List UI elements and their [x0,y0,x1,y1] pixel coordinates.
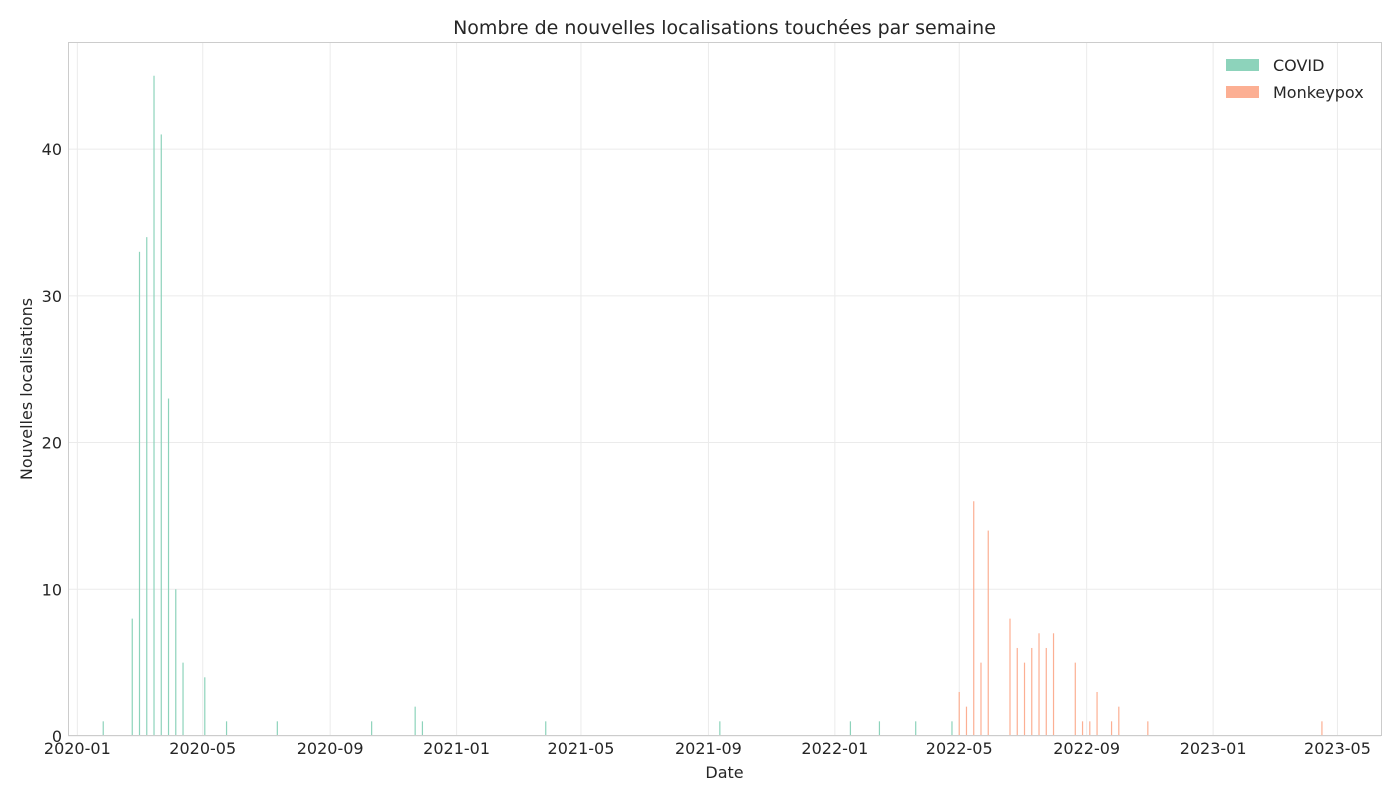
bar-monkeypox [980,662,982,736]
x-tick-label: 2021-05 [548,739,615,758]
y-tick-label: 30 [42,287,62,306]
bar-monkeypox [1147,721,1149,736]
bar-covid [878,721,881,736]
bar-covid [421,721,424,736]
y-tick-label: 10 [42,580,62,599]
legend: COVID Monkeypox [1226,56,1364,102]
bar-covid [175,589,177,736]
bar-monkeypox [1031,647,1033,736]
y-tick-label: 40 [42,140,62,159]
bar-covid [371,721,373,736]
gridlines [68,42,1381,737]
bar-monkeypox [1052,633,1055,736]
chart-title: Nombre de nouvelles localisations touché… [453,17,996,39]
bar-monkeypox [1074,662,1076,736]
x-tick-label: 2022-09 [1053,739,1120,758]
x-tick-label: 2020-09 [297,739,364,758]
bar-monkeypox [1096,691,1098,736]
bar-monkeypox [973,501,975,736]
x-axis-ticks: 2020-01 2020-05 2020-09 2021-01 2021-05 2021-… [44,739,1371,758]
bar-monkeypox [1118,706,1120,736]
bar-monkeypox [1110,721,1113,736]
legend-label-monkeypox: Monkeypox [1273,83,1364,102]
x-tick-label: 2020-01 [44,739,111,758]
plot-frame [68,42,1382,736]
bar-covid [131,618,133,736]
y-axis-ticks: 0 10 20 30 40 [42,140,62,746]
x-tick-label: 2021-01 [423,739,490,758]
bar-covid [276,721,278,736]
bar-covid [138,251,141,736]
bar-covid [204,677,206,736]
bar-covid [225,721,228,736]
bar-monkeypox [958,691,960,736]
bar-covid [167,398,170,736]
bar-covid [153,75,155,737]
bar-monkeypox [1081,721,1084,736]
legend-swatch-monkeypox [1226,86,1259,98]
bar-covid [951,721,953,736]
bar-monkeypox [1045,647,1047,736]
legend-label-covid: COVID [1273,56,1324,75]
bar-covid [146,237,148,736]
x-tick-label: 2021-09 [675,739,742,758]
x-axis-label: Date [705,763,743,782]
bar-covid [414,706,416,736]
bar-covid [102,721,104,736]
bar-monkeypox [1009,618,1011,736]
bar-monkeypox [1023,662,1026,736]
bar-covid [160,134,162,736]
bar-covid [182,662,184,736]
bar-covid [719,721,721,736]
y-tick-label: 0 [52,727,62,746]
bar-monkeypox [1089,721,1091,736]
y-tick-label: 20 [42,434,62,453]
bars [102,75,1323,737]
x-tick-label: 2023-01 [1180,739,1247,758]
y-axis-label: Nouvelles localisations [17,298,36,480]
bar-covid [545,721,547,736]
x-tick-label: 2022-05 [926,739,993,758]
bar-covid [915,721,917,736]
bar-monkeypox [987,530,989,736]
x-tick-label: 2020-05 [169,739,236,758]
bar-covid [849,721,852,736]
x-tick-label: 2023-05 [1304,739,1371,758]
bar-monkeypox [965,706,968,736]
x-tick-label: 2022-01 [801,739,868,758]
legend-swatch-covid [1226,59,1259,71]
bar-monkeypox [1016,647,1018,736]
bar-monkeypox [1321,721,1323,736]
bar-monkeypox [1038,633,1040,736]
